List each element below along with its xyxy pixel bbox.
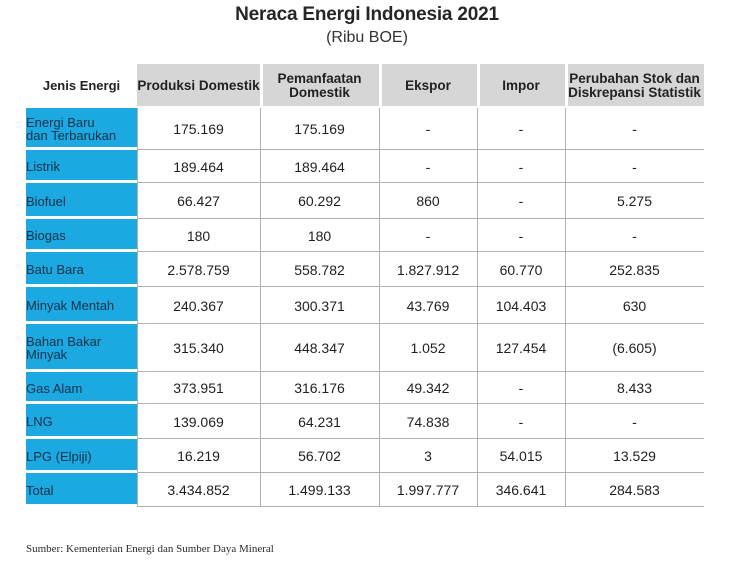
cell-produksi-domestik: 240.367 [137, 287, 260, 324]
cell-produksi-domestik: 139.069 [137, 404, 260, 439]
cell-impor: 127.454 [477, 324, 565, 372]
cell-produksi-domestik: 315.340 [137, 324, 260, 372]
cell-pemanfaatan-domestik: 316.176 [260, 372, 379, 404]
row-label: Biogas [26, 219, 137, 252]
cell-pemanfaatan-domestik: 300.371 [260, 287, 379, 324]
table-row: Total 3.434.852 1.499.133 1.997.777 346.641 2… [26, 473, 704, 507]
chart-subtitle: (Ribu BOE) [326, 29, 408, 46]
table-header: Jenis Energi Produksi Domestik Pemanfaatan… [26, 64, 704, 108]
row-label: LPG (Elpiji) [26, 439, 137, 473]
row-label: Gas Alam [26, 372, 137, 404]
column-header-perubahan-stok: Perubahan Stok dan Diskrepansi Statistik [565, 64, 704, 108]
table-row: Biogas 180 180- - - [26, 219, 704, 252]
cell-ekspor: 1.997.777 [379, 473, 477, 507]
column-header-pemanfaatan-domestik: Pemanfaatan Domestik [260, 64, 379, 108]
row-label: LNG [26, 404, 137, 439]
table-row: Batu Bara 2.578.759 558.782 1.827.912 60.770… [26, 252, 704, 287]
table-row: LNG 139.069 64.231 74.838- - [26, 404, 704, 439]
cell-pemanfaatan-domestik: 64.231 [260, 404, 379, 439]
cell-produksi-domestik: 2.578.759 [137, 252, 260, 287]
row-label: Bahan Bakar Minyak [26, 324, 137, 372]
cell-perubahan-stok: - [565, 404, 704, 439]
cell-impor: - [477, 150, 565, 183]
cell-impor: - [477, 183, 565, 219]
cell-ekspor: 1.052 [379, 324, 477, 372]
cell-impor: - [477, 108, 565, 150]
column-header-ekspor: Ekspor [379, 64, 477, 108]
source-note: Sumber: Kementerian Energi dan Sumber Da… [26, 543, 274, 555]
cell-pemanfaatan-domestik: 56.702 [260, 439, 379, 473]
cell-ekspor: 43.769 [379, 287, 477, 324]
table-row: Biofuel 66.427 60.292 860-5.275 [26, 183, 704, 219]
column-header-produksi-domestik: Produksi Domestik [137, 64, 260, 108]
cell-perubahan-stok: - [565, 219, 704, 252]
cell-produksi-domestik: 373.951 [137, 372, 260, 404]
header-row: Jenis Energi Produksi Domestik Pemanfaatan… [26, 64, 704, 108]
cell-pemanfaatan-domestik: 180 [260, 219, 379, 252]
table-row: Listrik 189.464 189.464- - - [26, 150, 704, 183]
cell-pemanfaatan-domestik: 558.782 [260, 252, 379, 287]
table-row: Bahan Bakar Minyak 315.340 448.347 1.052 127… [26, 324, 704, 372]
row-label: Batu Bara [26, 252, 137, 287]
row-label: Minyak Mentah [26, 287, 137, 324]
cell-perubahan-stok: 630 [565, 287, 704, 324]
cell-produksi-domestik: 180 [137, 219, 260, 252]
cell-pemanfaatan-domestik: 448.347 [260, 324, 379, 372]
cell-perubahan-stok: 13.529 [565, 439, 704, 473]
cell-ekspor: - [379, 108, 477, 150]
cell-ekspor: 860 [379, 183, 477, 219]
cell-perubahan-stok: 252.835 [565, 252, 704, 287]
cell-impor: 60.770 [477, 252, 565, 287]
cell-pemanfaatan-domestik: 60.292 [260, 183, 379, 219]
cell-ekspor: - [379, 219, 477, 252]
table-row: Gas Alam 373.951 316.176 49.342-8.433 [26, 372, 704, 404]
row-label: Biofuel [26, 183, 137, 219]
cell-perubahan-stok: 5.275 [565, 183, 704, 219]
cell-produksi-domestik: 66.427 [137, 183, 260, 219]
cell-impor: 104.403 [477, 287, 565, 324]
cell-impor: 346.641 [477, 473, 565, 507]
cell-produksi-domestik: 189.464 [137, 150, 260, 183]
cell-perubahan-stok: 284.583 [565, 473, 704, 507]
cell-pemanfaatan-domestik: 175.169 [260, 108, 379, 150]
cell-perubahan-stok: 8.433 [565, 372, 704, 404]
cell-impor: - [477, 404, 565, 439]
chart-title: Neraca Energi Indonesia 2021 [235, 4, 499, 25]
cell-impor: - [477, 219, 565, 252]
cell-pemanfaatan-domestik: 1.499.133 [260, 473, 379, 507]
cell-produksi-domestik: 3.434.852 [137, 473, 260, 507]
cell-perubahan-stok: (6.605) [565, 324, 704, 372]
cell-produksi-domestik: 16.219 [137, 439, 260, 473]
table-row: Minyak Mentah 240.367 300.371 43.769 104.403… [26, 287, 704, 324]
row-label: Energi Baru dan Terbarukan [26, 108, 137, 150]
table-body: Energi Baru dan Terbarukan 175.169 175.169… [26, 108, 704, 507]
cell-perubahan-stok: - [565, 150, 704, 183]
column-header-impor: Impor [477, 64, 565, 108]
energy-balance-table: Jenis Energi Produksi Domestik Pemanfaatan… [26, 64, 704, 507]
cell-ekspor: 3 [379, 439, 477, 473]
cell-ekspor: - [379, 150, 477, 183]
cell-ekspor: 74.838 [379, 404, 477, 439]
cell-pemanfaatan-domestik: 189.464 [260, 150, 379, 183]
cell-produksi-domestik: 175.169 [137, 108, 260, 150]
cell-impor: 54.015 [477, 439, 565, 473]
table-row: Energi Baru dan Terbarukan 175.169 175.169… [26, 108, 704, 150]
cell-perubahan-stok: - [565, 108, 704, 150]
cell-ekspor: 1.827.912 [379, 252, 477, 287]
row-label: Listrik [26, 150, 137, 183]
column-header-jenis-energi: Jenis Energi [26, 64, 137, 108]
cell-ekspor: 49.342 [379, 372, 477, 404]
cell-impor: - [477, 372, 565, 404]
row-label: Total [26, 473, 137, 507]
table-row: LPG (Elpiji) 16.219 56.702 3 54.015 13.529 [26, 439, 704, 473]
